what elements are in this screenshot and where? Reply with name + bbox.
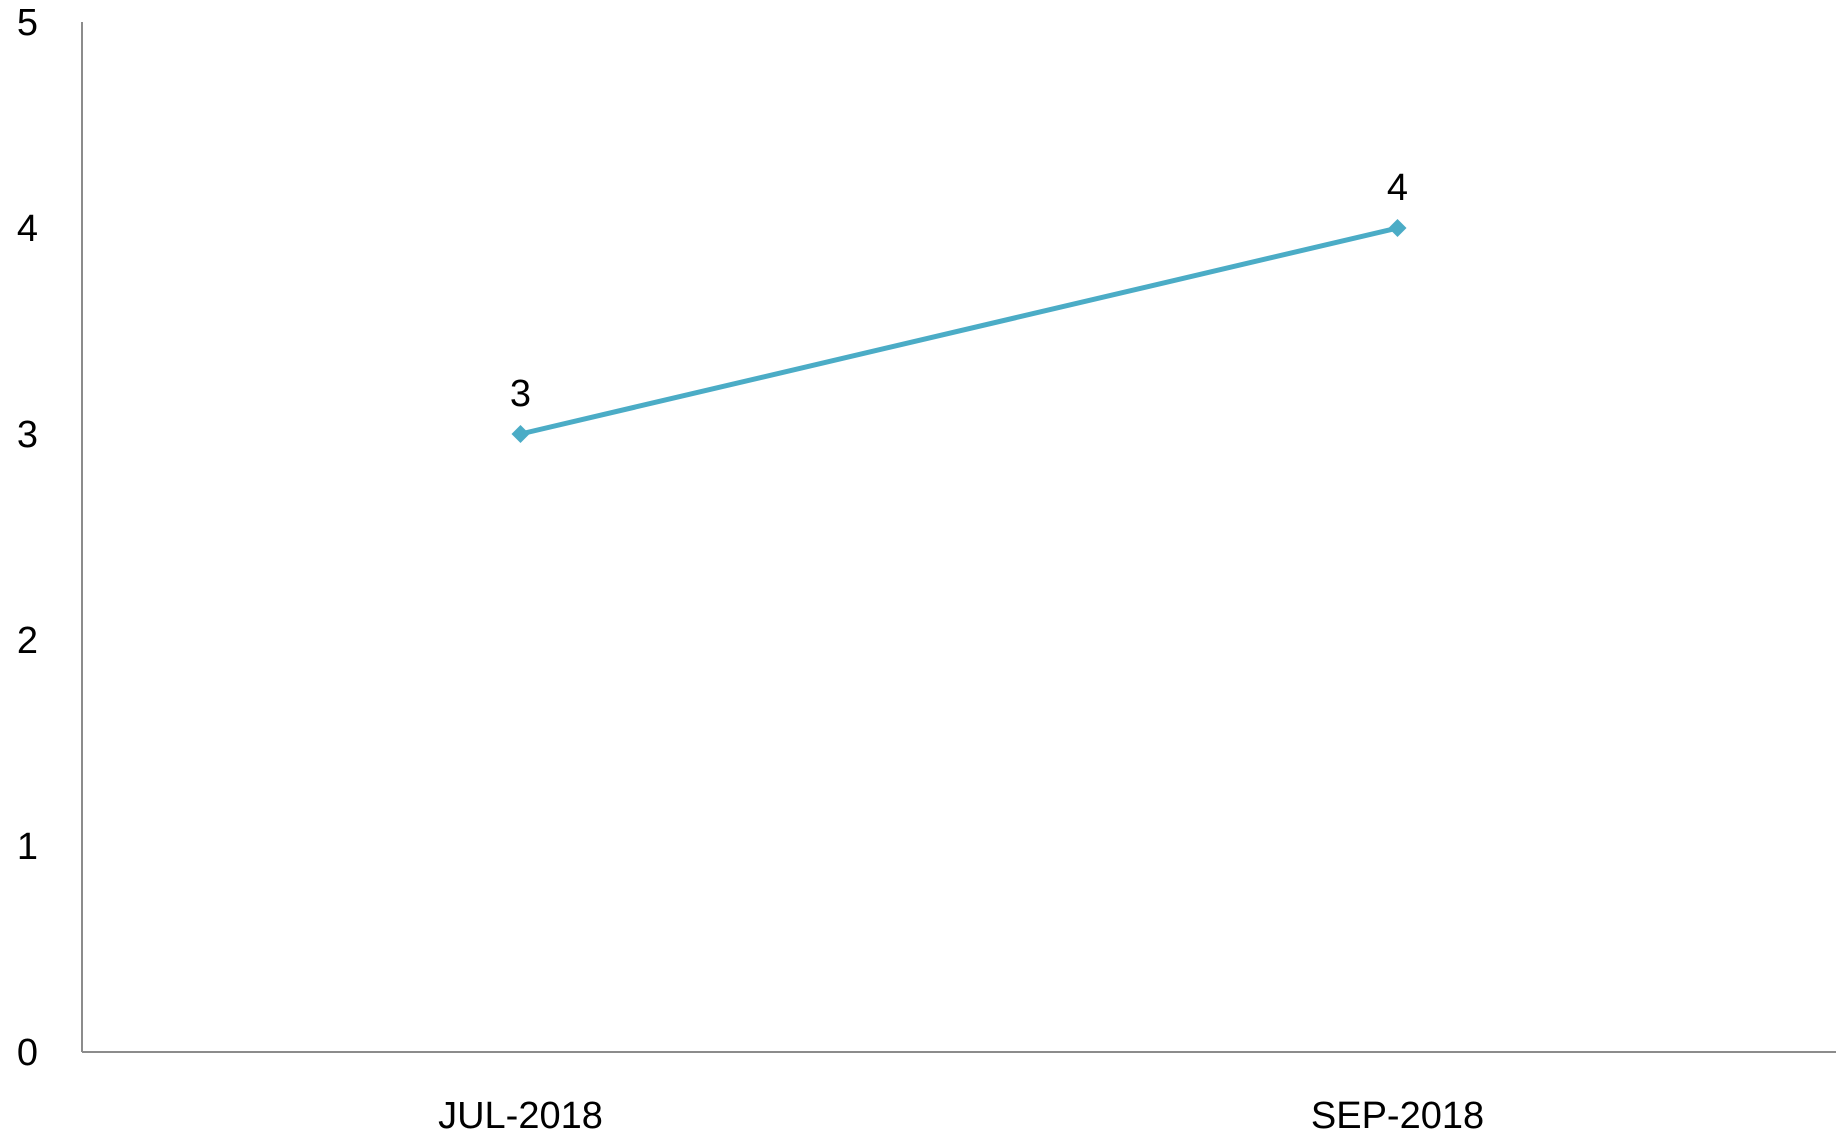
y-tick-label: 5 [17, 2, 38, 44]
x-tick-label: SEP-2018 [1311, 1095, 1484, 1134]
data-point-marker [511, 425, 530, 443]
x-axis-tick-labels: JUL-2018 SEP-2018 [438, 1095, 1484, 1134]
x-tick-label: JUL-2018 [438, 1095, 603, 1134]
y-tick-label: 4 [17, 208, 38, 250]
y-axis-tick-labels: 0 1 2 3 4 5 [17, 2, 38, 1074]
data-label: 3 [510, 373, 531, 415]
y-tick-label: 2 [17, 620, 38, 662]
data-markers [511, 219, 1407, 443]
y-tick-label: 1 [17, 826, 38, 868]
y-tick-label: 0 [17, 1032, 38, 1074]
series-line [519, 225, 1399, 437]
y-tick-label: 3 [17, 414, 38, 456]
data-labels: 34 [510, 167, 1408, 415]
data-label: 4 [1387, 167, 1408, 209]
data-point-marker [1388, 219, 1407, 237]
series-lines [519, 225, 1399, 437]
